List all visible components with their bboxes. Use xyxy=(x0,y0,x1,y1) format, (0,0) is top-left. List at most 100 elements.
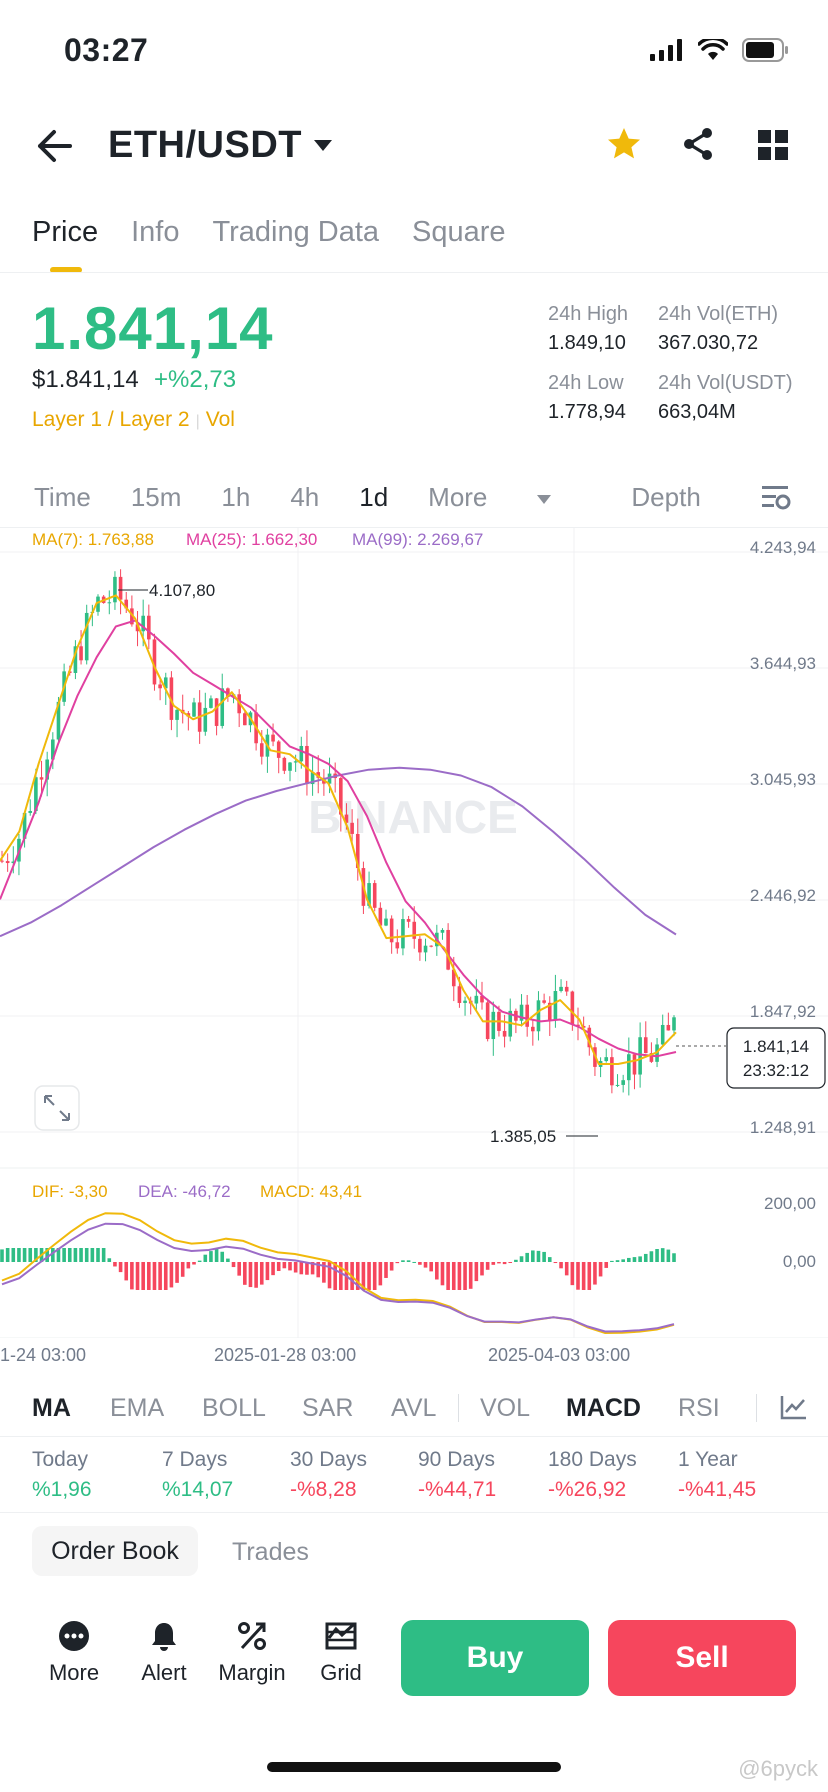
grid-view-icon[interactable] xyxy=(758,130,788,160)
macd-bar xyxy=(305,1262,309,1275)
back-arrow-icon[interactable] xyxy=(34,128,74,164)
macd-bar xyxy=(604,1262,609,1268)
candle-body xyxy=(310,772,315,785)
indicator-settings-icon[interactable] xyxy=(780,1394,808,1420)
candle-body xyxy=(457,986,462,1003)
macd-bar xyxy=(214,1248,219,1262)
tab-square[interactable]: Square xyxy=(412,216,506,248)
indicator-macd[interactable]: MACD xyxy=(566,1394,641,1422)
indicator-sar[interactable]: SAR xyxy=(302,1394,354,1422)
macd-bar xyxy=(576,1262,580,1290)
tab-price[interactable]: Price xyxy=(32,216,99,248)
ma-line xyxy=(0,619,677,1058)
macd-bar xyxy=(615,1260,620,1262)
alert-action-label: Alert xyxy=(141,1660,187,1685)
indicator-ema[interactable]: EMA xyxy=(110,1394,165,1422)
candle-body xyxy=(474,995,479,1004)
share-icon[interactable] xyxy=(680,126,716,162)
indicator-rsi[interactable]: RSI xyxy=(678,1394,720,1422)
candle-body xyxy=(372,883,377,908)
more-action-label: More xyxy=(48,1660,100,1685)
timeframe-4h[interactable]: 4h xyxy=(290,482,320,512)
timeframe-1h[interactable]: 1h xyxy=(221,482,251,512)
pair-dropdown-caret-icon[interactable] xyxy=(314,140,332,151)
more-action[interactable]: More xyxy=(34,1620,114,1686)
x-tick-1: 1-24 03:00 xyxy=(0,1345,87,1365)
ma25-legend: MA(25): 1.662,30 xyxy=(186,530,317,549)
macd-bar xyxy=(243,1262,247,1285)
expand-chart-button[interactable] xyxy=(34,1085,80,1131)
macd-bar xyxy=(271,1262,275,1276)
grid-action[interactable]: Grid xyxy=(301,1620,381,1686)
high-24h-label: 24h High xyxy=(548,303,629,325)
tab-trades[interactable]: Trades xyxy=(232,1538,309,1566)
macd-bar xyxy=(638,1256,642,1262)
indicator-ma[interactable]: MA xyxy=(32,1394,71,1422)
pair-title[interactable]: ETH/USDT xyxy=(108,124,302,166)
perf-7d-value: %14,07 xyxy=(162,1478,234,1501)
candle-body xyxy=(547,1002,552,1020)
candle-body xyxy=(649,1053,654,1062)
y-tick-label: 1.847,92 xyxy=(750,1002,816,1021)
candle-body xyxy=(429,945,433,947)
candle-body xyxy=(107,602,112,604)
header: ETH/USDT xyxy=(0,110,828,180)
buy-button[interactable]: Buy xyxy=(401,1620,589,1696)
tag-layer[interactable]: Layer 1 / Layer 2 xyxy=(32,408,190,431)
candle-body xyxy=(147,615,151,640)
indicator-avl[interactable]: AVL xyxy=(391,1394,437,1422)
macd-bar xyxy=(163,1262,168,1290)
candle-body xyxy=(282,757,287,771)
macd-bar xyxy=(587,1262,592,1290)
performance-divider xyxy=(0,1512,828,1513)
tab-info[interactable]: Info xyxy=(131,216,180,248)
candle-body xyxy=(412,921,417,939)
macd-bar xyxy=(564,1262,569,1276)
favorite-star-icon[interactable] xyxy=(606,126,642,162)
macd-bar xyxy=(259,1262,264,1285)
alert-action[interactable]: Alert xyxy=(124,1620,204,1686)
macd-bar xyxy=(418,1262,422,1265)
margin-action[interactable]: Margin xyxy=(212,1620,292,1686)
macd-bar xyxy=(525,1252,529,1262)
candle-body xyxy=(536,1000,541,1032)
timeframe-time[interactable]: Time xyxy=(34,482,91,512)
candle-body xyxy=(344,814,349,823)
macd-bar xyxy=(107,1258,112,1262)
sell-button[interactable]: Sell xyxy=(608,1620,796,1696)
tab-order-book[interactable]: Order Book xyxy=(32,1526,198,1576)
macd-bar xyxy=(446,1262,450,1290)
candle-body xyxy=(203,707,208,732)
chart-settings-icon[interactable] xyxy=(760,482,792,512)
macd-bar xyxy=(84,1248,89,1262)
candle-body xyxy=(491,1011,496,1040)
macd-bar xyxy=(463,1262,467,1290)
active-tab-indicator xyxy=(50,267,82,273)
tab-trading-data[interactable]: Trading Data xyxy=(212,216,380,248)
indicator-boll[interactable]: BOLL xyxy=(202,1394,266,1422)
timeframe-1d[interactable]: 1d xyxy=(359,482,389,512)
candlestick-chart[interactable]: BINANCE 4.243,943.644,933.045,932.446,92… xyxy=(0,528,828,1338)
timeframe-bar: Time 15m 1h 4h 1d More Depth xyxy=(34,482,741,513)
candle-body xyxy=(480,995,484,1003)
candle-body xyxy=(463,1000,467,1003)
macd-bar xyxy=(480,1262,484,1276)
candle-body xyxy=(615,1084,620,1086)
macd-bar xyxy=(395,1262,400,1264)
macd-bar xyxy=(11,1248,16,1262)
timeframe-more[interactable]: More xyxy=(428,482,591,513)
grid-bot-icon xyxy=(325,1622,357,1650)
more-dots-icon xyxy=(59,1621,89,1651)
tag-vol[interactable]: Vol xyxy=(205,408,235,431)
y-tick-label: 3.045,93 xyxy=(750,770,816,789)
perf-90d-value: -%44,71 xyxy=(418,1478,497,1501)
macd-bar xyxy=(67,1248,72,1262)
macd-bar xyxy=(514,1259,518,1262)
macd-bar xyxy=(559,1262,563,1269)
timeframe-15m[interactable]: 15m xyxy=(130,482,182,512)
indicator-vol[interactable]: VOL xyxy=(480,1394,531,1422)
timeframe-depth[interactable]: Depth xyxy=(631,482,701,512)
macd-dif-legend: DIF: -3,30 xyxy=(32,1182,108,1201)
macd-bar xyxy=(542,1251,546,1262)
candle-body xyxy=(350,822,354,834)
